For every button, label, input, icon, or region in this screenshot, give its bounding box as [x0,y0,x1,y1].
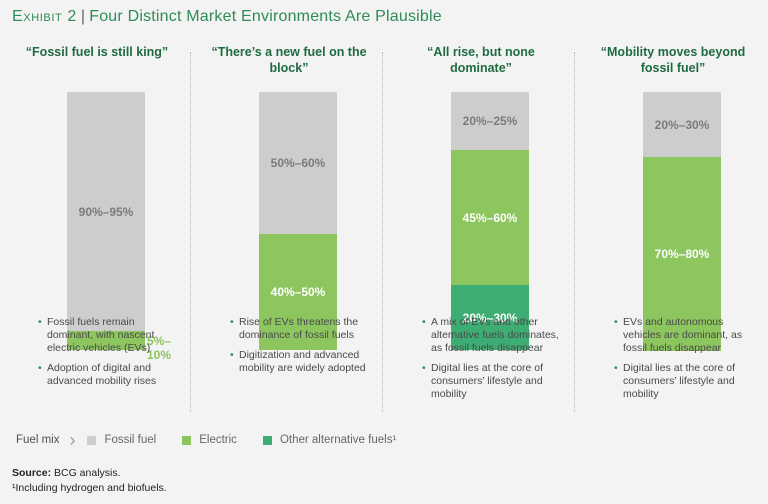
scenario-title: “Fossil fuel is still king” [25,45,169,59]
bullet-item: EVs and autonomous vehicles are dominant… [614,316,754,355]
bullet-item: A mix of EVs and other alternative fuels… [422,316,562,355]
legend-title: Fuel mix [16,434,60,446]
data-label: 20%–30% [654,117,710,132]
bullet-item: Digitization and advanced mobility are w… [230,349,370,375]
fossil-segment: 90%–95% [67,92,145,331]
bullet-item: Digital lies at the core of consumers’ l… [422,362,562,401]
title-separator: | [80,8,86,25]
source-text: BCG analysis. [54,467,121,479]
column-divider [574,52,575,412]
stacked-bar: 20%–25% 45%–60% 20%–30% [451,92,529,350]
footnotes: Source: BCG analysis. ¹Including hydroge… [12,466,167,496]
legend-item-electric: Electric [182,434,237,446]
column-divider [382,52,383,412]
scenario-title: “There’s a new fuel on the block” [211,45,367,75]
legend-item-fossil: Fossil fuel [87,434,156,446]
bullet-item: Fossil fuels remain dominant, with nasce… [38,316,178,355]
legend: Fuel mix › Fossil fuel Electric Other al… [16,430,422,450]
scenario-title: “Mobility moves beyond fossil fuel” [600,45,746,75]
fossil-segment: 50%–60% [259,92,337,234]
bullet-item: Digital lies at the core of consumers’ l… [614,362,754,401]
data-label: 50%–60% [270,156,326,170]
exhibit-heading: Four Distinct Market Environments Are Pl… [89,8,442,25]
data-label: 90%–95% [78,204,134,219]
scenario-bullets: EVs and autonomous vehicles are dominant… [614,316,754,408]
scenario-bullets: A mix of EVs and other alternative fuels… [422,316,562,408]
exhibit-number: Exhibit 2 [12,8,77,25]
exhibit-title: Exhibit 2 | Four Distinct Market Environme… [12,8,442,26]
legend-swatch-fossil [87,435,97,445]
scenario-bullets: Rise of EVs threatens the dominance of f… [230,316,370,382]
electric-segment: 45%–60% [451,150,529,285]
source-line: Source: BCG analysis. [12,466,167,481]
source-label: Source: [12,467,52,479]
legend-item-other: Other alternative fuels¹ [262,434,397,446]
stacked-bar: 50%–60% 40%–50% [259,92,337,350]
data-label: 70%–80% [654,247,710,261]
bullet-item: Rise of EVs threatens the dominance of f… [230,316,370,342]
scenario-title: “All rise, but none dominate” [427,45,535,75]
data-label: 40%–50% [270,285,326,299]
fossil-segment: 20%–30% [643,92,721,157]
legend-swatch-electric [182,435,192,445]
legend-label-other: Other alternative fuels¹ [279,434,397,446]
stacked-bar: 20%–30% 70%–80% [643,92,721,351]
footnote-1: ¹Including hydrogen and biofuels. [12,482,167,494]
data-label: 20%–25% [462,114,518,128]
stacked-bar: 90%–95% 5%–10% [67,92,171,362]
chevron-right-icon: › [69,430,76,450]
column-divider [190,52,191,412]
fossil-segment: 20%–25% [451,92,529,150]
scenario-bullets: Fossil fuels remain dominant, with nasce… [38,316,178,395]
legend-swatch-other [262,435,272,445]
data-label: 45%–60% [462,210,518,225]
legend-label-electric: Electric [199,434,237,446]
legend-label-fossil: Fossil fuel [104,434,157,446]
bullet-item: Adoption of digital and advanced mobilit… [38,362,178,388]
